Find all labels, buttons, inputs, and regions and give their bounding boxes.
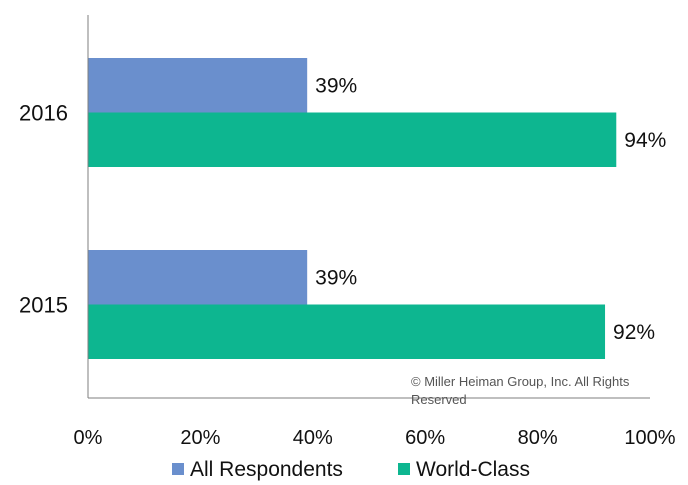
legend-swatch-world-class [398, 463, 410, 475]
legend: All Respondents World-Class [172, 458, 530, 481]
legend-label-world-class: World-Class [416, 458, 530, 481]
category-labels-group: 2016 2015 [19, 101, 68, 318]
x-tick-label-0: 0% [74, 427, 103, 449]
data-label-2015-world-class: 92% [613, 321, 655, 344]
x-tick-label-100: 100% [624, 427, 675, 449]
data-label-2016-all-respondents: 39% [315, 74, 357, 97]
copyright-line-1: © Miller Heiman Group, Inc. All Rights [411, 374, 630, 389]
x-tick-label-80: 80% [518, 427, 558, 449]
copyright-line-2: Reserved [411, 392, 467, 407]
data-label-2015-all-respondents: 39% [315, 266, 357, 289]
x-tick-label-40: 40% [293, 427, 333, 449]
x-tick-label-60: 60% [405, 427, 445, 449]
bars-group [88, 58, 617, 359]
bar-2016-world-class [88, 112, 617, 167]
data-labels-group: 39% 94% 39% 92% [315, 74, 666, 344]
category-label-2015: 2015 [19, 293, 68, 318]
bar-2015-all-respondents [88, 250, 308, 305]
legend-label-all-respondents: All Respondents [190, 458, 343, 481]
x-tick-label-20: 20% [180, 427, 220, 449]
category-label-2016: 2016 [19, 101, 68, 126]
data-label-2016-world-class: 94% [624, 129, 666, 152]
bar-2016-all-respondents [88, 58, 308, 113]
legend-swatch-all-respondents [172, 463, 184, 475]
x-tick-labels-group: 0% 20% 40% 60% 80% 100% [74, 427, 676, 449]
bar-2015-world-class [88, 304, 606, 359]
